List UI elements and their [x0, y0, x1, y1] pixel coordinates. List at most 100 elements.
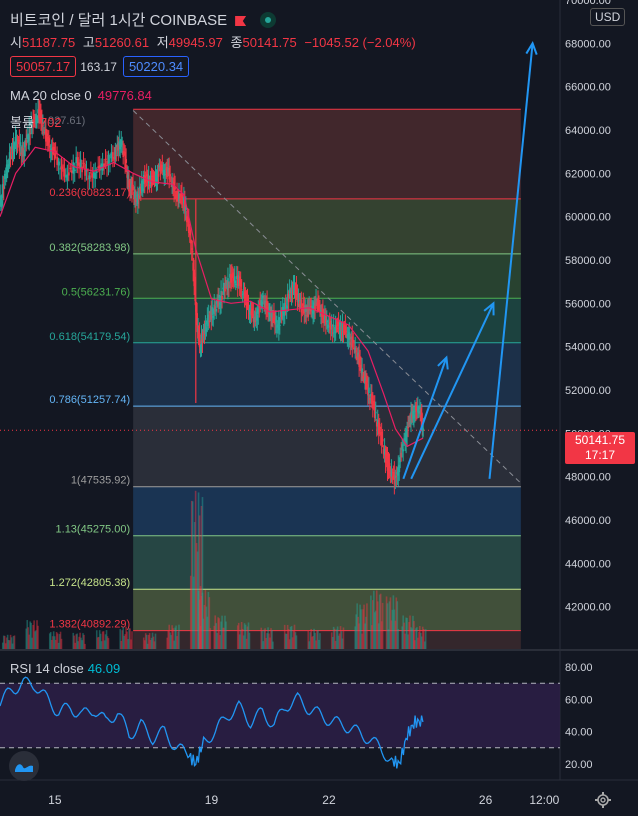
candle-body-316	[321, 312, 323, 318]
volume-bar-40	[73, 635, 76, 650]
candle-body-229	[235, 275, 238, 280]
candle-body-198	[205, 327, 208, 333]
flag-icon[interactable]	[235, 16, 247, 26]
ma-legend[interactable]: MA 20 close 0 49776.84	[10, 88, 152, 103]
candle-body-140	[156, 170, 159, 181]
symbol-title[interactable]: 비트코인 / 달러 1시간 COINBASE	[10, 9, 277, 30]
candle-body-386	[389, 470, 392, 475]
candle-body-185	[196, 313, 198, 323]
candle-body-391	[394, 475, 397, 479]
volume-bar-235	[386, 603, 389, 650]
volume-bar-215	[361, 633, 363, 650]
sell-button[interactable]: 50057.17	[10, 56, 77, 77]
volume-bar-135	[218, 618, 220, 650]
candle-body-311	[316, 302, 318, 309]
candle-body-193	[200, 334, 203, 348]
candle-body-310	[315, 299, 317, 301]
candle-body-291	[296, 293, 299, 303]
candle-body-246	[252, 313, 255, 322]
candle-body-22	[21, 145, 24, 153]
candle-body-17	[16, 144, 19, 148]
volume-bar-216	[362, 609, 364, 650]
volume-bar-95	[170, 635, 172, 650]
volume-bar-145	[238, 634, 241, 650]
volume-bar-121	[201, 592, 204, 650]
candle-body-164	[180, 193, 182, 197]
volume-bar-90	[154, 633, 157, 650]
candle-body-339	[343, 325, 346, 328]
volume-bar-41	[74, 642, 77, 650]
volume-bar-247	[401, 626, 403, 650]
candle-body-288	[293, 285, 296, 289]
candle-body-281	[286, 293, 289, 302]
candle-body-407	[410, 411, 412, 425]
volume-bar-24	[36, 620, 38, 650]
candle-body-286	[291, 292, 294, 294]
candle-body-233	[239, 280, 242, 287]
volume-bar-160	[264, 628, 266, 650]
candle-body-63	[65, 175, 67, 178]
volume-bar-1	[2, 635, 5, 650]
candle-body-312	[317, 298, 319, 305]
volume-bar-246	[397, 628, 400, 650]
candle-body-272	[278, 317, 280, 331]
candle-body-116	[133, 191, 135, 200]
volume-bar-233	[381, 602, 384, 650]
candle-body-25	[24, 142, 27, 148]
volume-bar-66	[120, 640, 123, 650]
volume-bar-182	[307, 630, 310, 650]
candle-body-394	[397, 465, 400, 476]
volume-bar-231	[379, 593, 382, 650]
candle-body-144	[160, 164, 163, 168]
candle-body-348	[352, 339, 355, 342]
candle-body-114	[131, 184, 133, 196]
candle-body-404	[407, 426, 409, 429]
candle-body-397	[400, 452, 403, 458]
fib-zone-1	[133, 198, 521, 254]
candle-body-115	[132, 184, 134, 187]
volume-bar-179	[293, 624, 296, 650]
buy-button[interactable]: 50220.34	[122, 56, 190, 77]
candle-body-232	[238, 276, 241, 286]
candle-body-269	[275, 319, 277, 323]
candle-body-318	[323, 312, 325, 323]
volume-bar-103	[178, 624, 180, 650]
candle-body-42	[41, 117, 43, 124]
volume-bar-71	[125, 626, 127, 650]
currency-button[interactable]: USD	[590, 8, 626, 26]
volume-bar-195	[330, 632, 333, 650]
volume-bar-146	[239, 629, 242, 650]
candle-body-380	[383, 448, 386, 455]
candle-body-262	[268, 312, 270, 315]
volume-bar-266	[419, 626, 421, 650]
volume-bar-169	[283, 624, 286, 650]
tradingview-logo-icon[interactable]	[9, 751, 39, 781]
x-tick-label-1: 19	[205, 793, 219, 807]
volume-bar-72	[126, 631, 128, 650]
candle-body-36	[35, 113, 37, 125]
volume-bar-9	[10, 637, 13, 650]
volume-bar-240	[391, 609, 394, 650]
volume-legend[interactable]: 볼륨 702	[10, 112, 62, 131]
volume-bar-105	[190, 500, 193, 650]
volume-bar-19	[31, 637, 33, 650]
gear-icon[interactable]	[595, 792, 611, 808]
volume-bar-65	[119, 629, 122, 650]
candle-body-250	[256, 315, 259, 321]
volume-bar-207	[342, 627, 345, 650]
fib-label-3: 0.5(56231.76)	[62, 286, 131, 298]
candle-body-321	[326, 321, 328, 323]
candle-body-24	[23, 150, 26, 157]
candle-body-308	[313, 302, 315, 312]
y-tick-label-8: 58000.00	[565, 255, 611, 267]
volume-bar-70	[124, 634, 126, 650]
candle-body-107	[124, 151, 127, 168]
candle-body-226	[233, 277, 235, 282]
candle-body-222	[229, 273, 231, 278]
candle-body-43	[42, 125, 44, 127]
volume-bar-256	[410, 627, 412, 650]
candle-body-203	[210, 311, 213, 320]
volume-bar-25	[37, 625, 39, 650]
rsi-legend[interactable]: RSI 14 close 46.09	[10, 661, 120, 676]
